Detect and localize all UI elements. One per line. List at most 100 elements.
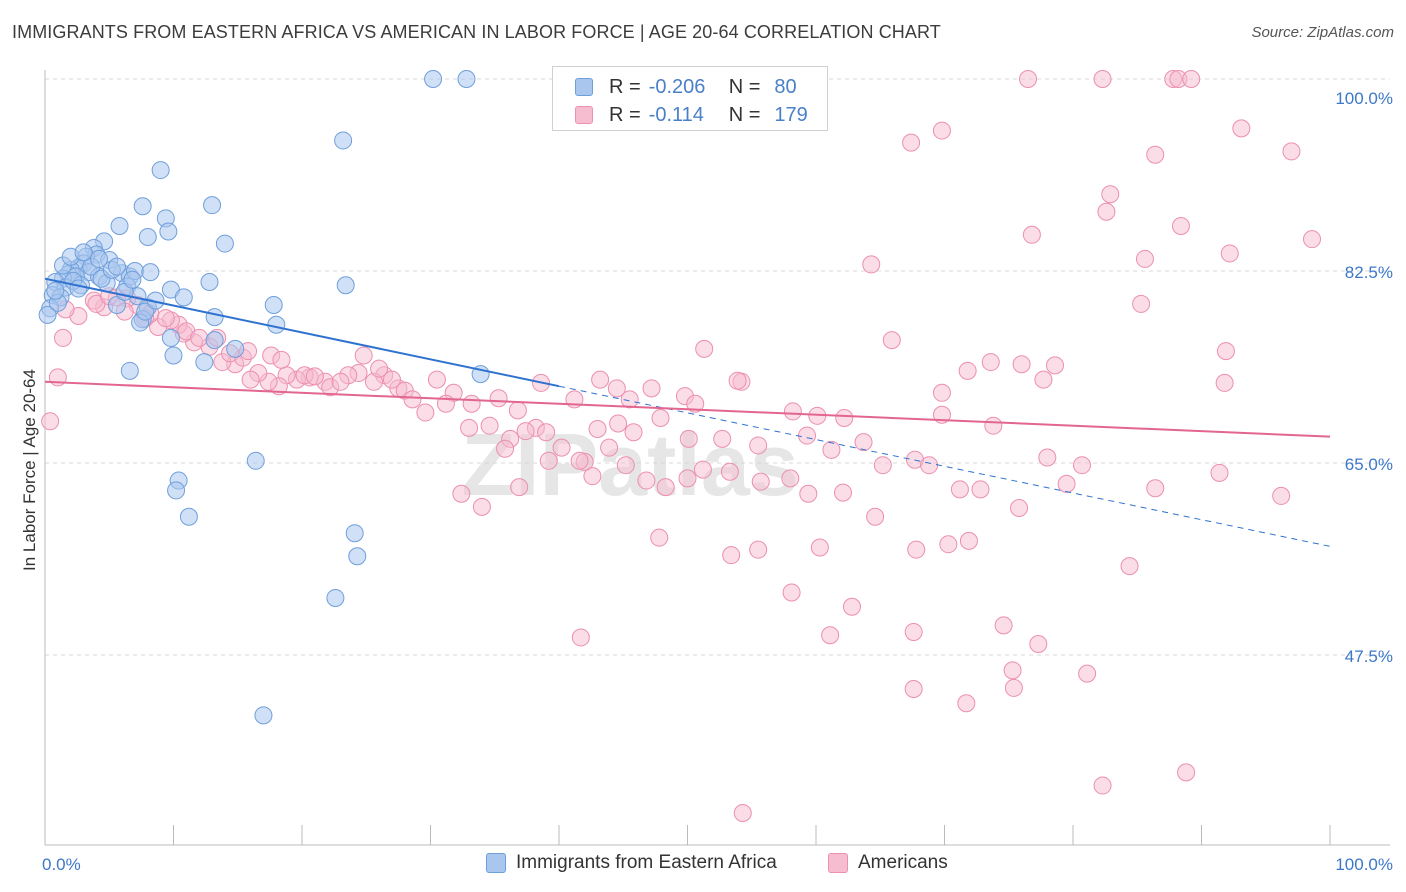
legend-r-value: -0.114: [648, 103, 704, 126]
americans-point: [783, 402, 802, 421]
eastern-africa-point: [151, 161, 170, 180]
americans-point: [842, 597, 861, 616]
tick-label-layer: 47.5% 65.0% 82.5% 100.0% 0.0% 100.0%: [42, 89, 1393, 874]
americans-point: [959, 531, 978, 550]
eastern-africa-point: [205, 308, 224, 327]
trend-layer: [44, 277, 1331, 547]
americans-point: [1177, 763, 1196, 782]
americans-point: [1182, 70, 1201, 88]
americans-point: [1093, 776, 1112, 795]
eastern-africa-point: [336, 276, 355, 295]
americans-point: [1029, 635, 1048, 654]
americans-point: [305, 367, 324, 386]
americans-point: [695, 339, 714, 358]
americans-point: [53, 328, 72, 347]
americans-point: [713, 429, 732, 448]
americans-point: [679, 429, 698, 448]
americans-point: [678, 469, 697, 488]
americans-point: [472, 497, 491, 516]
legend-r-label: R =: [609, 103, 641, 126]
americans-point: [1220, 244, 1239, 263]
americans-point: [722, 546, 741, 565]
americans-point: [496, 439, 515, 458]
eastern-africa-point: [141, 263, 160, 282]
eastern-africa-point: [179, 507, 198, 526]
americans-point: [939, 535, 958, 554]
americans-point: [1003, 661, 1022, 680]
eastern-africa-point: [348, 547, 367, 566]
americans-point: [609, 414, 628, 433]
eastern-africa-point: [138, 227, 157, 246]
chart-source: Source: ZipAtlas.com: [1251, 24, 1394, 41]
americans-point: [1146, 479, 1165, 498]
series-legend: Immigrants from Eastern Africa Americans: [0, 850, 1406, 880]
eastern-africa-point: [334, 131, 353, 150]
americans-point: [552, 438, 571, 457]
americans-point: [873, 456, 892, 475]
americans-point: [720, 462, 739, 481]
eastern-africa-point: [120, 361, 139, 380]
y-tick-label: 47.5%: [1345, 647, 1393, 666]
americans-point: [510, 478, 529, 497]
eastern-africa-point: [74, 243, 93, 262]
americans-point: [835, 409, 854, 428]
americans-point: [583, 467, 602, 486]
eastern-africa-point: [167, 481, 186, 500]
americans-point: [1012, 355, 1031, 374]
eastern-africa-point: [159, 222, 178, 241]
legend-r-value: -0.206: [648, 75, 706, 98]
americans-point: [156, 309, 175, 328]
americans-point: [1072, 456, 1091, 475]
eastern-africa-point: [205, 331, 224, 350]
axis-layer: [44, 70, 1390, 846]
eastern-africa-point: [264, 296, 283, 315]
americans-point: [1171, 217, 1190, 236]
americans-point: [272, 350, 291, 369]
americans-point: [1303, 230, 1322, 249]
americans-point: [1101, 185, 1120, 204]
eastern-africa-point: [89, 249, 108, 268]
americans-point: [950, 480, 969, 499]
americans-point: [427, 370, 446, 389]
americans-point: [460, 418, 479, 437]
eastern-africa-point: [424, 70, 443, 88]
americans-point: [403, 390, 422, 409]
americans-point: [1097, 202, 1116, 221]
eastern-africa-point: [107, 296, 126, 315]
americans-point: [902, 133, 921, 152]
americans-point: [781, 469, 800, 488]
americans-point: [971, 480, 990, 499]
americans-point: [994, 616, 1013, 635]
eastern-africa-point: [267, 315, 286, 334]
americans-point: [1146, 145, 1165, 164]
americans-point: [1282, 142, 1301, 161]
americans-point: [620, 390, 639, 409]
americans-point: [241, 370, 260, 389]
americans-point: [907, 540, 926, 559]
eastern-africa-point: [164, 346, 183, 365]
americans-trend-line: [44, 380, 1331, 438]
x-tick-label: 0.0%: [42, 855, 81, 874]
americans-point: [1272, 486, 1291, 505]
legend-item-eastern-africa: Immigrants from Eastern Africa: [486, 852, 777, 874]
americans-point: [600, 438, 619, 457]
americans-point: [1120, 557, 1139, 576]
legend-swatch-pink: [828, 853, 848, 873]
americans-point: [656, 478, 675, 497]
legend-item-americans: Americans: [828, 852, 948, 874]
eastern-africa-point: [161, 328, 180, 347]
americans-point: [749, 436, 768, 455]
americans-point: [833, 483, 852, 502]
eastern-africa-point: [203, 196, 222, 215]
americans-point: [607, 379, 626, 398]
americans-point: [1216, 342, 1235, 361]
americans-point: [799, 484, 818, 503]
chart-title: IMMIGRANTS FROM EASTERN AFRICA VS AMERIC…: [12, 22, 941, 42]
americans-point: [651, 409, 670, 428]
legend-n-value: 80: [774, 75, 797, 98]
correlation-legend: R = -0.206 N = 80 R = -0.114 N = 179: [552, 66, 828, 131]
eastern-africa-points: [38, 70, 490, 725]
legend-swatch-blue: [575, 78, 593, 96]
x-tick-label: 100.0%: [1335, 855, 1393, 874]
eastern-africa-point: [46, 281, 65, 300]
